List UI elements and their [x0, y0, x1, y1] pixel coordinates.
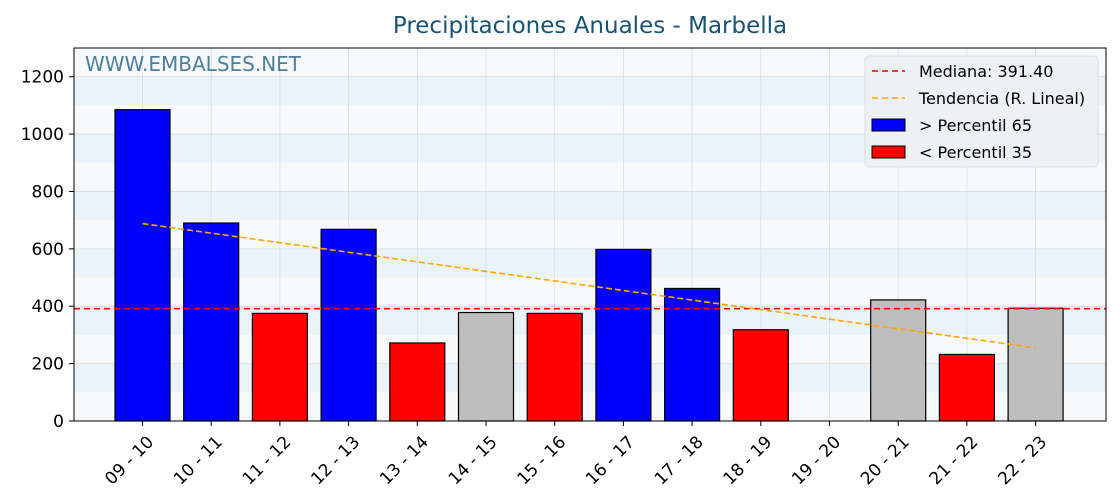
background-band [74, 191, 1106, 221]
x-tick-label: 17 - 18 [651, 432, 708, 489]
y-axis: 0 200 400 600 800 1000 1200 [21, 68, 74, 432]
bar-21-22 [938, 353, 996, 422]
watermark-text: WWW.EMBALSES.NET [85, 52, 302, 76]
bar-22-23 [1007, 307, 1064, 422]
x-tick-label: 14 - 15 [445, 432, 502, 489]
x-tick-label: 19 - 20 [788, 432, 845, 489]
legend-box [864, 55, 1099, 168]
legend-median-label: Mediana: 391.40 [919, 62, 1053, 81]
y-tick-label: 200 [32, 355, 64, 375]
x-tick-label: 13 - 14 [376, 432, 433, 489]
bar-14-15 [457, 311, 515, 422]
chart-title: Precipitaciones Anuales - Marbella [393, 13, 787, 39]
y-tick-label: 800 [32, 182, 64, 202]
bar-18-19 [732, 329, 789, 422]
bar-09-10 [114, 109, 171, 422]
x-tick-label: 12 - 13 [307, 432, 364, 489]
x-tick-label: 21 - 22 [926, 432, 983, 489]
bar-10-11 [183, 222, 240, 422]
y-tick-label: 600 [32, 240, 64, 260]
bar-15-16 [526, 312, 583, 422]
y-tick-label: 0 [53, 412, 64, 432]
x-tick-label: 10 - 11 [170, 432, 227, 489]
bar-20-21 [870, 299, 927, 422]
bars-group [114, 109, 1064, 422]
bar-17-18 [663, 287, 721, 422]
legend-below-label: < Percentil 35 [919, 143, 1032, 162]
background-band [74, 248, 1106, 278]
x-tick-label: 20 - 21 [857, 432, 914, 489]
x-tick-label: 16 - 17 [582, 432, 639, 489]
plot-frame [73, 47, 1107, 422]
bar-11-12 [251, 312, 308, 422]
x-tick-label: 09 - 10 [101, 432, 158, 489]
y-tick-label: 1200 [21, 68, 64, 88]
x-tick-label: 22 - 23 [994, 432, 1051, 489]
x-tick-label: 15 - 16 [514, 432, 571, 489]
bar-13-14 [389, 342, 446, 422]
trend-line [142, 222, 1036, 349]
legend-above-label: > Percentil 65 [919, 116, 1032, 135]
bar-12-13 [320, 228, 377, 422]
x-axis: 09 - 10 10 - 11 11 - 12 12 - 13 13 - 14 14 - … [101, 421, 1051, 489]
legend-above-swatch [871, 118, 906, 132]
background-band [74, 306, 1106, 335]
legend: Mediana: 391.40 Tendencia (R. Lineal) > P… [864, 55, 1099, 168]
x-tick-label: 11 - 12 [239, 432, 296, 489]
y-tick-label: 1000 [21, 125, 64, 145]
legend-below-swatch [871, 145, 906, 159]
x-tick-label: 18 - 19 [720, 432, 777, 489]
bar-16-17 [595, 248, 652, 422]
reference-lines [74, 222, 1106, 349]
y-tick-label: 400 [32, 297, 64, 317]
background-band [74, 363, 1106, 393]
legend-trend-label: Tendencia (R. Lineal) [918, 89, 1085, 108]
